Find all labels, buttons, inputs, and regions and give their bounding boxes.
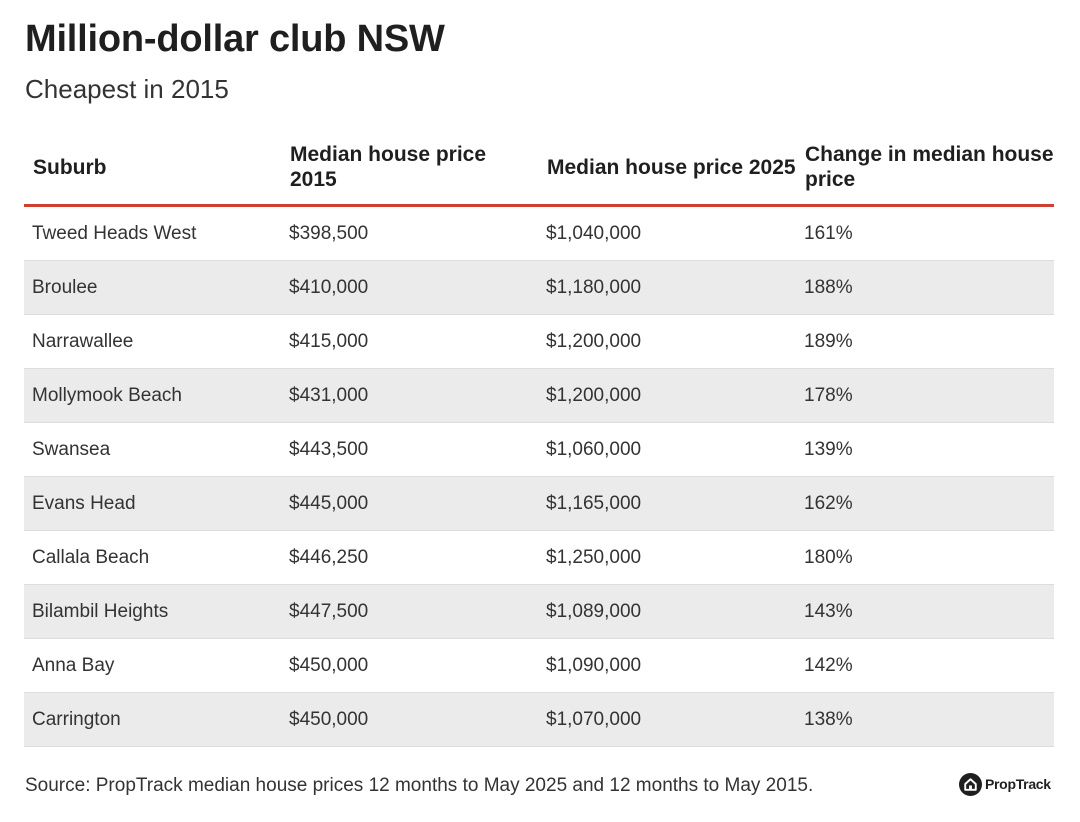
proptrack-house-logo-icon	[959, 772, 982, 796]
table-header: Suburb Median house price 2015 Median ho…	[24, 130, 1054, 207]
table-row: Anna Bay $450,000 $1,090,000 142%	[24, 639, 1054, 693]
cell-price-2015: $447,500	[289, 600, 369, 622]
cell-change: 139%	[804, 438, 853, 460]
cell-price-2015: $446,250	[289, 546, 369, 568]
cell-suburb: Callala Beach	[32, 546, 150, 568]
brand-name: PropTrack	[985, 776, 1051, 792]
cell-suburb: Anna Bay	[32, 654, 115, 676]
table-row: Narrawallee $415,000 $1,200,000 189%	[24, 315, 1054, 369]
cell-price-2025: $1,090,000	[546, 654, 642, 676]
cell-price-2015: $398,500	[289, 222, 369, 244]
column-header-suburb: Suburb	[33, 155, 107, 179]
cell-price-2015: $431,000	[289, 384, 369, 406]
cell-suburb: Broulee	[32, 276, 98, 298]
table-row: Carrington $450,000 $1,070,000 138%	[24, 693, 1054, 747]
cell-price-2015: $445,000	[289, 492, 369, 514]
cell-change: 161%	[804, 222, 853, 244]
cell-price-2025: $1,200,000	[546, 384, 642, 406]
cell-suburb: Swansea	[32, 438, 111, 460]
table-body: Tweed Heads West $398,500 $1,040,000 161% Br…	[24, 207, 1054, 747]
table-row: Tweed Heads West $398,500 $1,040,000 161%	[24, 207, 1054, 261]
table-row: Broulee $410,000 $1,180,000 188%	[24, 261, 1054, 315]
cell-price-2025: $1,250,000	[546, 546, 642, 568]
cell-suburb: Mollymook Beach	[32, 384, 182, 406]
cell-change: 178%	[804, 384, 853, 406]
cell-price-2025: $1,089,000	[546, 600, 642, 622]
cell-change: 189%	[804, 330, 853, 352]
cell-change: 143%	[804, 600, 853, 622]
column-header-change: Change in median house price	[805, 143, 1054, 191]
cell-price-2025: $1,200,000	[546, 330, 642, 352]
table-row: Swansea $443,500 $1,060,000 139%	[24, 423, 1054, 477]
column-header-price-2015: Median house price 2015	[290, 143, 487, 191]
cell-suburb: Evans Head	[32, 492, 136, 514]
cell-price-2015: $450,000	[289, 654, 369, 676]
cell-suburb: Narrawallee	[32, 330, 134, 352]
cell-price-2025: $1,040,000	[546, 222, 642, 244]
cell-price-2015: $415,000	[289, 330, 369, 352]
proptrack-logo: PropTrack	[959, 772, 1051, 796]
table-row: Evans Head $445,000 $1,165,000 162%	[24, 477, 1054, 531]
cell-suburb: Bilambil Heights	[32, 600, 169, 622]
cell-price-2025: $1,180,000	[546, 276, 642, 298]
table-row: Mollymook Beach $431,000 $1,200,000 178%	[24, 369, 1054, 423]
cell-change: 142%	[804, 654, 853, 676]
source-note: Source: PropTrack median house prices 12…	[25, 775, 814, 796]
cell-price-2025: $1,165,000	[546, 492, 642, 514]
cell-price-2025: $1,070,000	[546, 708, 642, 730]
price-table: Suburb Median house price 2015 Median ho…	[24, 130, 1054, 747]
cell-change: 138%	[804, 708, 853, 730]
cell-price-2015: $443,500	[289, 438, 369, 460]
table-row: Callala Beach $446,250 $1,250,000 180%	[24, 531, 1054, 585]
column-header-price-2025: Median house price 2025	[547, 155, 796, 179]
chart-subtitle: Cheapest in 2015	[25, 74, 229, 104]
cell-change: 162%	[804, 492, 853, 514]
cell-change: 180%	[804, 546, 853, 568]
cell-price-2025: $1,060,000	[546, 438, 642, 460]
cell-price-2015: $450,000	[289, 708, 369, 730]
table-row: Bilambil Heights $447,500 $1,089,000 143%	[24, 585, 1054, 639]
cell-change: 188%	[804, 276, 853, 298]
cell-suburb: Tweed Heads West	[32, 222, 197, 244]
cell-suburb: Carrington	[32, 708, 121, 730]
chart-title: Million-dollar club NSW	[25, 18, 445, 60]
cell-price-2015: $410,000	[289, 276, 369, 298]
